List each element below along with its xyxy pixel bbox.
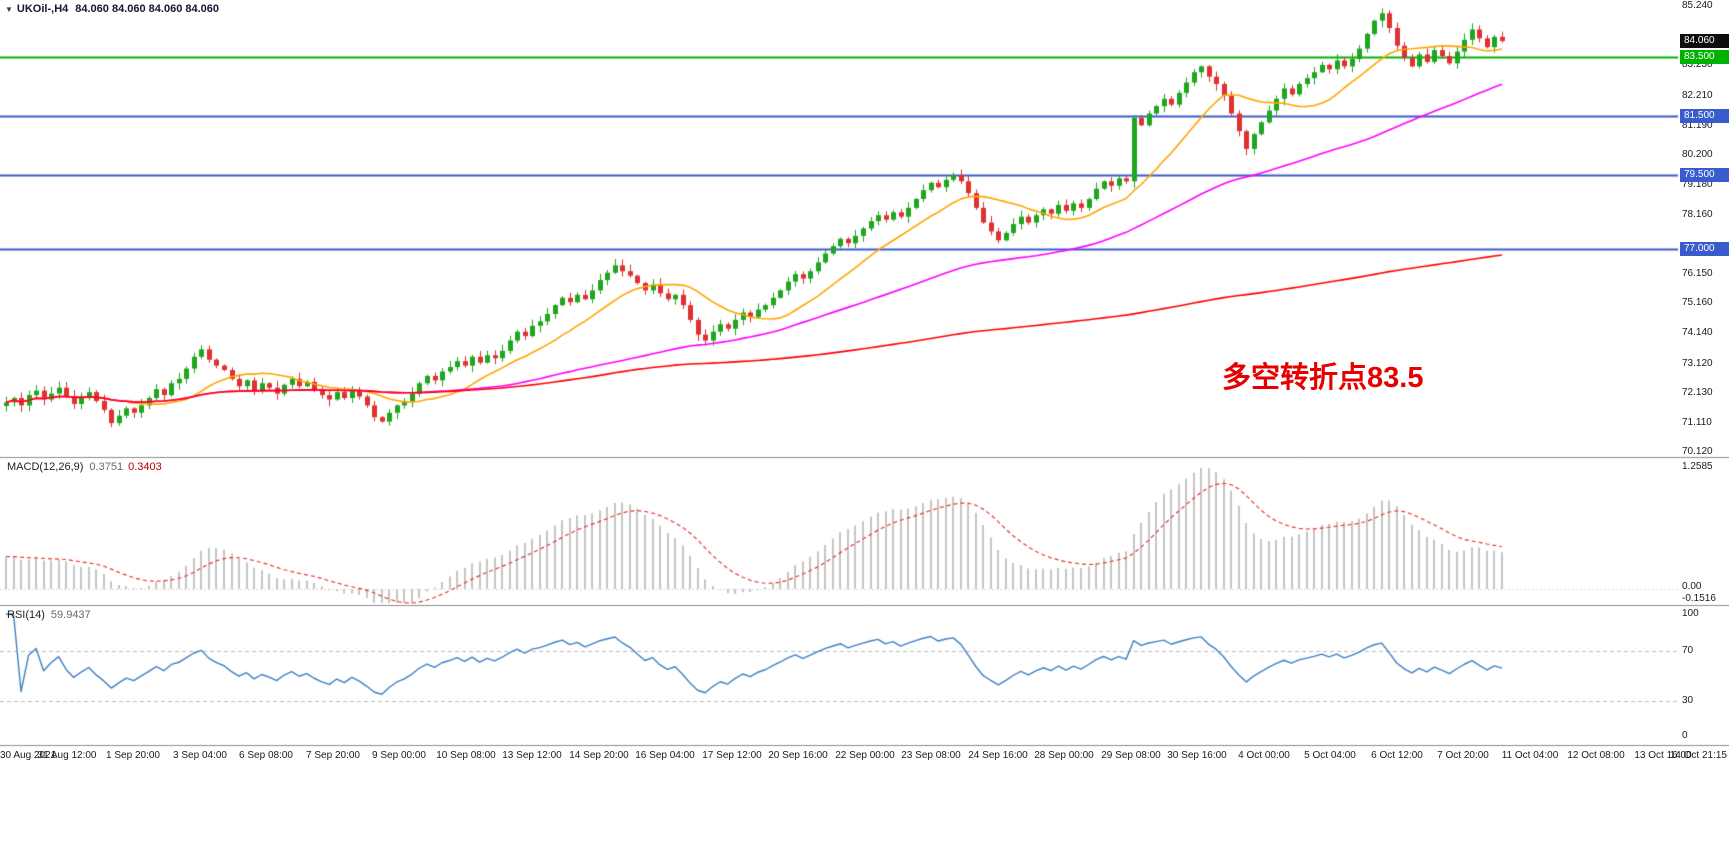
time-axis-label: 17 Sep 12:00 (702, 750, 762, 761)
price-axis-label: 70.120 (1682, 446, 1713, 457)
price-axis-label: 81.190 (1682, 120, 1713, 131)
time-axis-label: 4 Oct 00:00 (1238, 750, 1290, 761)
level-badge-77000[interactable]: 77.000 (1680, 242, 1729, 256)
level-badge-79500[interactable]: 79.500 (1680, 168, 1729, 182)
time-axis-label: 11 Oct 04:00 (1501, 750, 1559, 761)
time-axis-label: 5 Oct 04:00 (1304, 750, 1356, 761)
price-axis-label: 79.180 (1682, 179, 1713, 190)
time-axis-label: 24 Sep 16:00 (968, 750, 1028, 761)
time-axis-label: 16 Sep 04:00 (635, 750, 695, 761)
symbol-dropdown-icon[interactable]: ▼ (5, 5, 13, 14)
rsi-axis-label: 30 (1682, 695, 1694, 706)
time-axis-label: 1 Sep 20:00 (106, 750, 160, 761)
macd-main-value: 0.3751 (89, 461, 124, 473)
time-axis-label: 30 Aug 2021 (0, 750, 57, 761)
rsi-label: RSI(14) (7, 609, 45, 621)
rsi-axis-label: 70 (1682, 645, 1694, 656)
time-axis-label: 23 Sep 08:00 (901, 750, 961, 761)
chart-annotation-text: 多空转折点83.5 (1222, 362, 1424, 394)
time-axis-label: 13 Sep 12:00 (502, 750, 562, 761)
time-axis-label: 29 Sep 08:00 (1101, 750, 1161, 761)
time-axis-label: 7 Sep 20:00 (306, 750, 360, 761)
rsi-indicator-title: RSI(14) 59.9437 (7, 609, 91, 621)
time-axis-label: 6 Oct 12:00 (1371, 750, 1423, 761)
time-axis-label: 22 Sep 00:00 (835, 750, 895, 761)
macd-label: MACD(12,26,9) (7, 461, 84, 473)
time-axis-label: 20 Sep 16:00 (768, 750, 828, 761)
time-axis-label: 14 Oct 21:15 (1669, 750, 1727, 761)
time-axis-label: 31 Aug 12:00 (37, 750, 97, 761)
price-axis-label: 76.150 (1682, 268, 1713, 279)
time-axis-label: 10 Sep 08:00 (436, 750, 496, 761)
time-axis-label: 7 Oct 20:00 (1437, 750, 1489, 761)
time-axis-label: 28 Sep 00:00 (1034, 750, 1094, 761)
price-axis-label: 73.120 (1682, 358, 1713, 369)
price-axis-label: 82.210 (1682, 90, 1713, 101)
time-axis-label: 14 Sep 20:00 (569, 750, 629, 761)
price-axis-label: 75.160 (1682, 297, 1713, 308)
time-axis-label: 6 Sep 08:00 (239, 750, 293, 761)
price-axis-label: 80.200 (1682, 149, 1713, 160)
macd-signal-value: 0.3403 (128, 461, 162, 473)
time-axis-label: 3 Sep 04:00 (173, 750, 227, 761)
time-axis-label: 13 Oct 16:00 (1634, 750, 1692, 761)
price-axis-label: 78.160 (1682, 209, 1713, 220)
chart-header: ▼ UKOil-,H4 84.060 84.060 84.060 84.060 (5, 3, 219, 15)
rsi-axis-label: 100 (1682, 608, 1699, 619)
time-axis-label: 9 Sep 00:00 (372, 750, 426, 761)
current-price-badge: 84.060 (1680, 34, 1729, 48)
price-axis-label: 83.230 (1682, 59, 1713, 70)
symbol-timeframe-label: UKOil-,H4 (16, 3, 69, 15)
time-axis-label: 12 Oct 08:00 (1567, 750, 1625, 761)
price-axis-label: 85.240 (1682, 0, 1713, 11)
price-axis-label: 71.110 (1682, 417, 1712, 428)
macd-indicator-title: MACD(12,26,9) 0.3751 0.3403 (7, 461, 162, 473)
level-badge-83500[interactable]: 83.500 (1680, 50, 1729, 64)
rsi-value: 59.9437 (50, 609, 91, 621)
macd-axis-label: -0.1516 (1682, 593, 1716, 604)
price-axis-label: 74.140 (1682, 327, 1713, 338)
time-axis-label: 30 Sep 16:00 (1167, 750, 1227, 761)
ohlc-values: 84.060 84.060 84.060 84.060 (75, 3, 220, 15)
rsi-axis-label: 0 (1682, 730, 1688, 741)
price-axis-label: 72.130 (1682, 387, 1713, 398)
macd-axis-label: 0.00 (1682, 581, 1702, 592)
level-badge-81500[interactable]: 81.500 (1680, 109, 1729, 123)
macd-axis-label: 1.2585 (1682, 461, 1713, 472)
